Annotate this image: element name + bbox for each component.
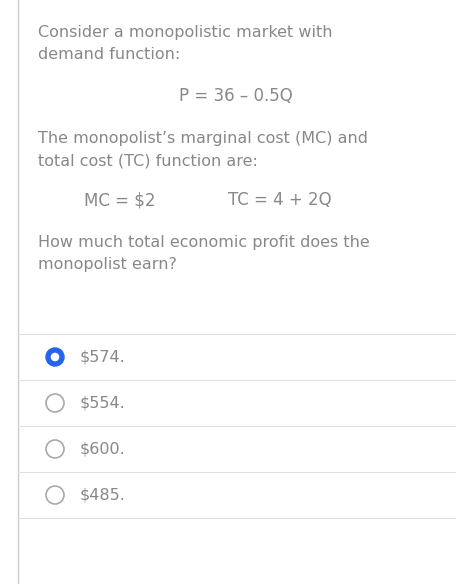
Text: $574.: $574. [80, 349, 126, 364]
Text: $554.: $554. [80, 395, 126, 411]
Text: Consider a monopolistic market with: Consider a monopolistic market with [38, 25, 333, 40]
Ellipse shape [46, 348, 64, 366]
Text: How much total economic profit does the: How much total economic profit does the [38, 235, 370, 250]
Text: MC = $2: MC = $2 [84, 191, 156, 209]
Text: total cost (TC) function are:: total cost (TC) function are: [38, 153, 258, 168]
Ellipse shape [52, 353, 59, 360]
Text: The monopolist’s marginal cost (MC) and: The monopolist’s marginal cost (MC) and [38, 131, 368, 146]
Text: $485.: $485. [80, 488, 126, 502]
Text: monopolist earn?: monopolist earn? [38, 257, 177, 272]
Text: TC = 4 + 2Q: TC = 4 + 2Q [228, 191, 332, 209]
Text: $600.: $600. [80, 442, 126, 457]
Text: demand function:: demand function: [38, 47, 180, 62]
Text: P = 36 – 0.5Q: P = 36 – 0.5Q [179, 87, 293, 105]
